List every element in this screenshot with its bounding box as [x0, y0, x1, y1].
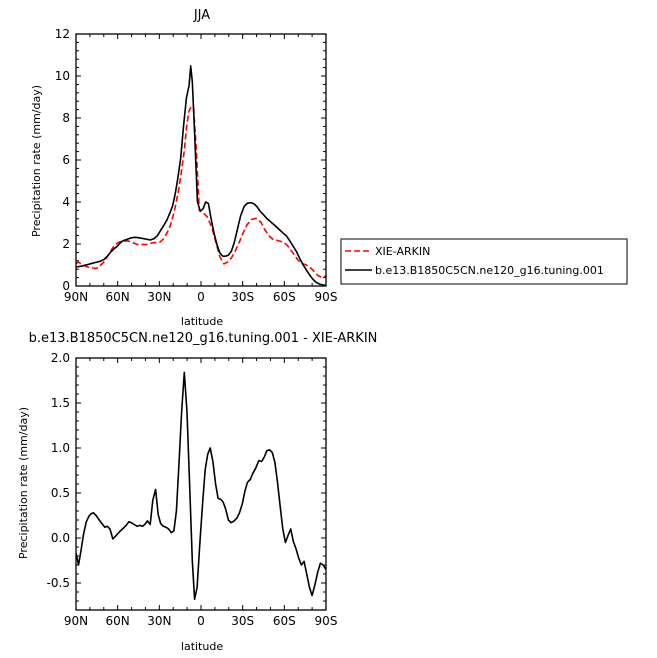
top-chart-x-axis: 90N 60N 30N 0 30S 60S 90S [64, 34, 338, 304]
bottom-chart-y-tick-label: 1.0 [51, 441, 70, 455]
bottom-chart-x-tick-label: 30N [147, 614, 171, 628]
top-chart-y-tick-label: 2 [62, 237, 70, 251]
top-chart-x-tick-label: 0 [197, 290, 205, 304]
bottom-chart-y-tick-label: -0.5 [47, 576, 70, 590]
bottom-chart-x-tick-label: 60N [106, 614, 130, 628]
top-chart-y-tick-label: 0 [62, 279, 70, 293]
legend-label-model: b.e13.B1850C5CN.ne120_g16.tuning.001 [375, 264, 604, 277]
top-chart-y-tick-label: 8 [62, 111, 70, 125]
top-chart-x-tick-label: 90N [64, 290, 88, 304]
bottom-chart-y-tick-label: 2.0 [51, 351, 70, 365]
bottom-chart-x-tick-label: 60S [273, 614, 296, 628]
top-chart-y-tick-label: 4 [62, 195, 70, 209]
legend-box [340, 238, 628, 285]
chart-legend: XIE-ARKIN b.e13.B1850C5CN.ne120_g16.tuni… [340, 238, 628, 285]
top-chart-x-tick-label: 30S [231, 290, 254, 304]
bottom-chart-y-tick-label: 1.5 [51, 396, 70, 410]
bottom-chart-x-tick-label: 90N [64, 614, 88, 628]
panel-top-chart: JJA Precipitation rate (mm/day) latitude… [30, 8, 337, 328]
top-chart-y-tick-label: 12 [55, 27, 70, 41]
top-chart-title: JJA [193, 8, 210, 23]
bottom-chart-x-tick-label: 0 [197, 614, 205, 628]
top-chart-y-label: Precipitation rate (mm/day) [30, 85, 43, 237]
panel-bottom-chart: b.e13.B1850C5CN.ne120_g16.tuning.001 - X… [17, 331, 377, 653]
top-chart-x-tick-label: 90S [315, 290, 338, 304]
bottom-chart-x-tick-label: 90S [315, 614, 338, 628]
bottom-chart-x-label: latitude [181, 640, 223, 653]
top-chart-series-line-0 [75, 106, 327, 279]
top-chart-y-tick-label: 10 [55, 69, 70, 83]
bottom-chart-y-tick-label: 0.5 [51, 486, 70, 500]
top-chart-x-tick-label: 60N [106, 290, 130, 304]
bottom-chart-y-tick-label: 0.0 [51, 531, 70, 545]
top-chart-series-line-1 [75, 65, 327, 287]
bottom-chart-title: b.e13.B1850C5CN.ne120_g16.tuning.001 - X… [29, 331, 378, 346]
bottom-chart-frame [75, 357, 327, 611]
top-chart-x-tick-label: 30N [147, 290, 171, 304]
top-chart-x-tick-label: 60S [273, 290, 296, 304]
legend-label-xie-arkin: XIE-ARKIN [375, 245, 430, 258]
bottom-chart-series-line-0 [75, 371, 327, 601]
top-chart-frame [75, 33, 327, 287]
bottom-chart-plot-area [75, 371, 327, 601]
top-chart-plot-area [75, 65, 327, 287]
bottom-chart-y-label: Precipitation rate (mm/day) [17, 407, 30, 559]
bottom-chart-x-axis: 90N 60N 30N 0 30S 60S 90S [64, 358, 338, 628]
top-chart-y-tick-label: 6 [62, 153, 70, 167]
top-chart-x-label: latitude [181, 315, 223, 328]
bottom-chart-x-tick-label: 30S [231, 614, 254, 628]
